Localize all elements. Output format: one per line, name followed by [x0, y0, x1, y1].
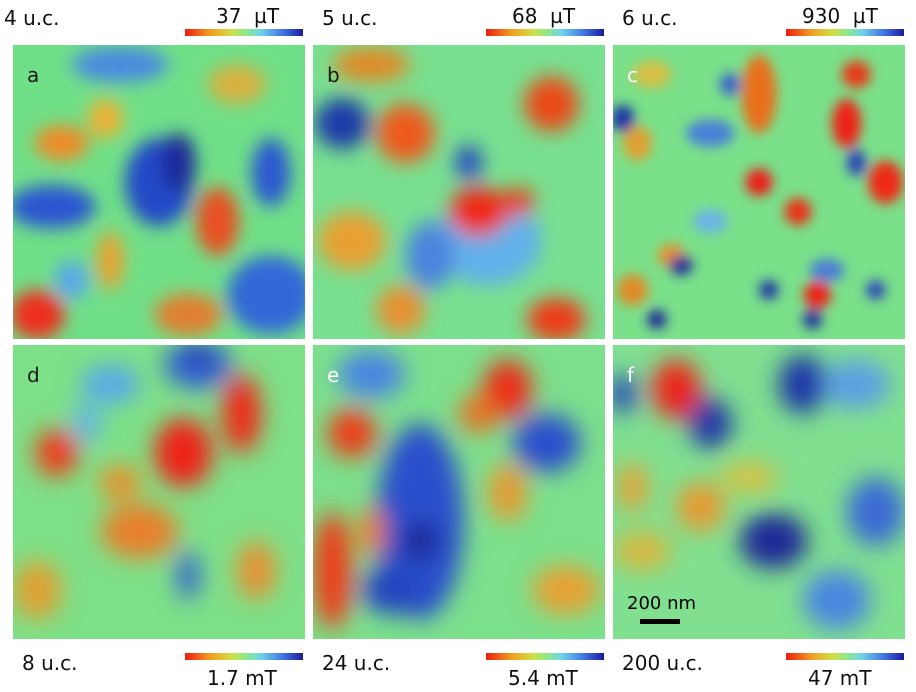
panel-d: d	[13, 345, 305, 639]
panel-tag-b: b	[327, 63, 340, 87]
thickness-label-f: 200 u.c.	[622, 651, 703, 675]
scale-value-d: 1.7 mT	[207, 666, 277, 690]
panel-e: e	[313, 345, 605, 639]
colorbar-b	[486, 29, 604, 36]
colorbar-c	[786, 29, 904, 36]
panel-tag-a: a	[27, 63, 40, 87]
panel-tag-e: e	[327, 363, 340, 387]
colorbar-e	[486, 653, 604, 660]
colorbar-d	[185, 653, 303, 660]
colorbar-a	[185, 29, 303, 36]
field-map-c	[613, 45, 905, 339]
thickness-label-e: 24 u.c.	[322, 651, 391, 675]
scale-bar-label: 200 nm	[627, 593, 697, 614]
thickness-label-a: 4 u.c.	[4, 6, 60, 30]
panel-tag-c: c	[627, 63, 638, 87]
thickness-label-b: 5 u.c.	[322, 6, 378, 30]
thickness-label-c: 6 u.c.	[622, 6, 678, 30]
field-map-d	[13, 345, 305, 639]
field-map-b	[313, 45, 605, 339]
scale-value-b: 68 µT	[512, 4, 576, 28]
scale-value-e: 5.4 mT	[508, 666, 578, 690]
thickness-label-d: 8 u.c.	[22, 651, 78, 675]
scale-value-c: 930 µT	[802, 4, 878, 28]
colorbar-f	[786, 653, 904, 660]
panel-tag-d: d	[27, 363, 40, 387]
field-map-a	[13, 45, 305, 339]
panel-f: f 200 nm	[613, 345, 905, 639]
panel-a: a	[13, 45, 305, 339]
scale-value-f: 47 mT	[808, 666, 872, 690]
panel-c: c	[613, 45, 905, 339]
scale-bar	[640, 619, 680, 624]
field-map-e	[313, 345, 605, 639]
field-map-f	[613, 345, 905, 639]
panel-tag-f: f	[627, 363, 635, 387]
scale-value-a: 37 µT	[216, 4, 280, 28]
panel-b: b	[313, 45, 605, 339]
